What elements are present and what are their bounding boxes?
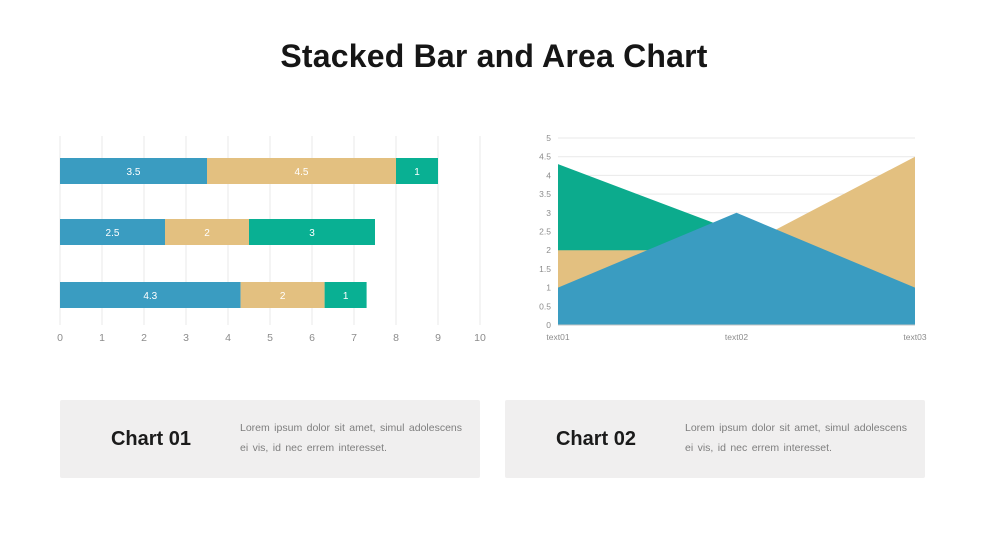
y-axis-tick-label: 3.5 (539, 189, 551, 199)
x-axis-tick-label: 7 (351, 332, 357, 344)
x-axis-tick-label: 3 (183, 332, 189, 344)
y-axis-tick-label: 1 (546, 283, 551, 293)
bar-value-label: 2 (204, 228, 210, 239)
y-axis-tick-label: 1.5 (539, 264, 551, 274)
x-axis-category-label: text02 (725, 332, 748, 342)
y-axis-tick-label: 3 (546, 208, 551, 218)
x-axis-tick-label: 1 (99, 332, 105, 344)
bar-value-label: 2 (280, 291, 286, 302)
y-axis-tick-label: 4.5 (539, 152, 551, 162)
y-axis-tick-label: 0.5 (539, 301, 551, 311)
x-axis-category-label: text03 (903, 332, 926, 342)
area-polygon (558, 212, 915, 325)
bar-segment (165, 219, 249, 245)
y-axis-tick-label: 0 (546, 320, 551, 330)
bar-value-label: 3 (309, 228, 315, 239)
bar-segment (240, 282, 325, 308)
slide-title: Stacked Bar and Area Chart (280, 38, 708, 74)
caption-title: Chart 02 (555, 427, 637, 450)
y-axis-tick-label: 2.5 (539, 227, 551, 237)
x-axis-category-label: text01 (546, 332, 569, 342)
y-axis-tick-label: 5 (546, 133, 551, 143)
caption-title: Chart 01 (110, 427, 192, 450)
caption-description: Lorem ipsum dolor sit amet, simul adoles… (240, 422, 463, 454)
y-axis-tick-label: 2 (546, 245, 551, 255)
x-axis-tick-label: 4 (225, 332, 231, 344)
bar-segment (60, 282, 241, 308)
bar-value-label: 1 (343, 291, 349, 302)
bar-segment (396, 158, 438, 184)
x-axis-tick-label: 8 (393, 332, 399, 344)
x-axis-tick-label: 9 (435, 332, 441, 344)
bar-segment (207, 158, 396, 184)
x-axis-tick-label: 6 (309, 332, 315, 344)
bar-segment (324, 282, 367, 308)
x-axis-tick-label: 0 (57, 332, 63, 344)
x-axis-tick-label: 10 (474, 332, 486, 344)
bar-value-label: 3.5 (127, 167, 141, 178)
x-axis-tick-label: 2 (141, 332, 147, 344)
x-axis-tick-label: 5 (267, 332, 273, 344)
caption-box-chart-02: Chart 02 Lorem ipsum dolor sit amet, sim… (505, 400, 925, 478)
bar-value-label: 4.3 (143, 291, 157, 302)
bar-value-label: 1 (414, 167, 420, 178)
caption-box-chart-01: Chart 01 Lorem ipsum dolor sit amet, sim… (60, 400, 480, 478)
bar-segment (249, 219, 375, 245)
bar-value-label: 4.5 (295, 167, 309, 178)
caption-description: Lorem ipsum dolor sit amet, simul adoles… (685, 422, 908, 454)
bar-segment (60, 158, 207, 184)
area-chart: 0 0.5 1 1.5 2 2.5 3 3.5 4 4.5 5 text01 text02 text03 (539, 133, 927, 342)
bar-segment (60, 219, 165, 245)
bar-value-label: 2.5 (106, 228, 120, 239)
y-axis-tick-label: 4 (546, 170, 551, 180)
stacked-bar-chart: 0 1 2 3 4 5 6 7 8 9 10 3.5 4.5 1 2.5 2 3 4.3 2 1 (57, 136, 486, 344)
